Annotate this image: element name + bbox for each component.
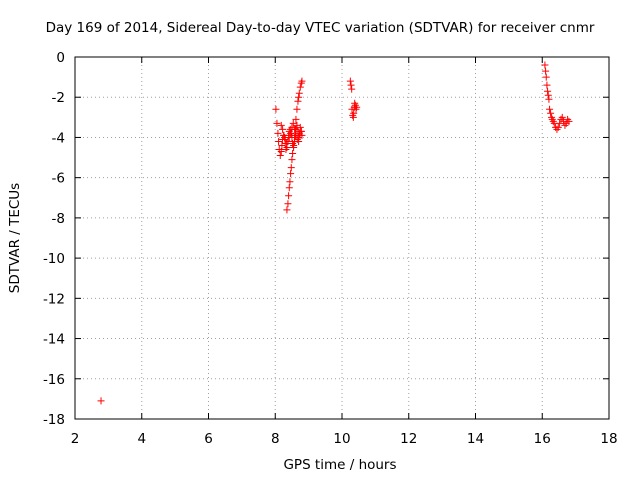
data-point <box>346 77 354 85</box>
data-point <box>286 178 294 186</box>
data-point <box>287 164 295 172</box>
data-point <box>290 141 298 149</box>
x-axis-label: GPS time / hours <box>283 457 397 473</box>
data-point <box>295 89 303 97</box>
data-point <box>544 87 552 95</box>
data-point <box>275 137 283 145</box>
data-point <box>348 85 356 93</box>
data-point <box>291 125 299 133</box>
data-point <box>284 137 292 145</box>
y-axis-label: SDTVAR / TECUs <box>7 182 23 294</box>
data-point <box>296 131 304 139</box>
x-tick-label: 4 <box>137 431 146 447</box>
data-point <box>554 123 562 131</box>
x-tick-label: 14 <box>467 431 484 447</box>
x-tick-label: 6 <box>204 431 213 447</box>
data-point <box>279 125 287 133</box>
data-point <box>298 77 306 85</box>
y-tick-label: -4 <box>52 130 65 146</box>
data-point <box>272 105 280 113</box>
data-point <box>544 91 552 99</box>
x-tick-label: 2 <box>71 431 80 447</box>
data-point <box>294 97 302 105</box>
data-point <box>289 150 297 158</box>
data-point <box>353 103 361 111</box>
data-point <box>292 115 300 123</box>
data-point <box>289 119 297 127</box>
data-point <box>558 113 566 121</box>
data-point <box>97 397 105 405</box>
data-point <box>546 105 554 113</box>
data-point <box>277 148 285 156</box>
data-point <box>287 170 295 178</box>
data-point <box>295 137 303 145</box>
data-point <box>543 81 551 89</box>
x-tick-label: 8 <box>271 431 280 447</box>
x-tick-label: 10 <box>333 431 350 447</box>
data-point <box>556 119 564 127</box>
data-point <box>542 73 550 81</box>
data-point <box>347 81 355 89</box>
data-point <box>285 184 293 192</box>
data-point <box>291 133 299 141</box>
chart-title: Day 169 of 2014, Sidereal Day-to-day VTE… <box>45 20 595 36</box>
y-tick-label: -8 <box>52 211 65 227</box>
data-point <box>283 206 291 214</box>
data-points <box>97 61 573 405</box>
data-point <box>293 105 301 113</box>
y-tick-label: -14 <box>43 332 65 348</box>
data-point <box>545 95 553 103</box>
y-tick-label: -2 <box>52 90 65 106</box>
x-tick-label: 16 <box>534 431 551 447</box>
data-point <box>274 129 282 137</box>
axis-ticks: 2 4 6 8 10 12 14 16 18 0 -2 -4 -6 -8 -10 -12 -14 -16 -18 <box>43 50 618 447</box>
x-tick-label: 18 <box>600 431 617 447</box>
data-point <box>547 109 555 117</box>
data-point <box>296 123 304 131</box>
y-tick-label: -18 <box>43 412 65 428</box>
data-point <box>287 129 295 137</box>
y-tick-label: -10 <box>43 251 65 267</box>
data-point <box>280 131 288 139</box>
data-point <box>297 127 305 135</box>
grid <box>75 57 609 419</box>
y-tick-label: -16 <box>43 372 65 388</box>
y-tick-label: -12 <box>43 291 65 307</box>
y-tick-label: -6 <box>52 171 65 187</box>
data-point <box>296 83 304 91</box>
data-point <box>288 156 296 164</box>
data-point <box>565 117 573 125</box>
y-tick-label: 0 <box>56 50 65 66</box>
x-tick-label: 12 <box>400 431 417 447</box>
data-point <box>542 67 550 75</box>
data-point <box>541 61 549 69</box>
data-point <box>284 200 292 208</box>
data-point <box>285 192 293 200</box>
data-point <box>273 119 281 127</box>
data-point <box>350 109 358 117</box>
data-point <box>276 152 284 160</box>
data-point <box>277 121 285 129</box>
data-point <box>295 93 303 101</box>
